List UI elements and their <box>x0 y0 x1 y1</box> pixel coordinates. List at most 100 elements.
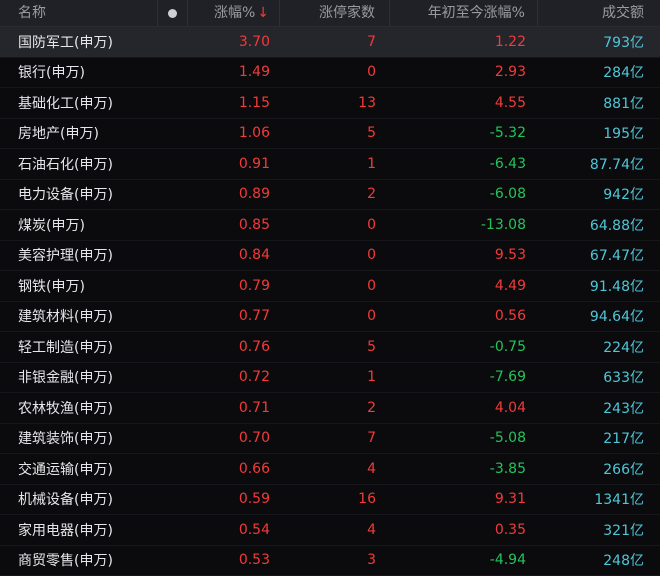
column-header-amount-label: 成交额 <box>602 5 644 21</box>
ytd-change-percent: 9.31 <box>390 491 538 507</box>
sector-name: 建筑装饰(申万) <box>0 428 158 448</box>
sort-descending-icon: ↓ <box>257 5 269 21</box>
limit-up-count: 1 <box>280 156 390 172</box>
turnover-amount: 633亿 <box>538 367 660 387</box>
turnover-amount: 64.88亿 <box>538 215 660 235</box>
ytd-change-percent: -5.32 <box>390 125 538 141</box>
table-header: 名称 涨幅%↓ 涨停家数 年初至今涨幅% 成交额 <box>0 0 660 27</box>
circle-dot-icon <box>168 9 177 18</box>
sector-name: 家用电器(申万) <box>0 520 158 540</box>
limit-up-count: 7 <box>280 34 390 50</box>
sector-name: 石油石化(申万) <box>0 154 158 174</box>
ytd-change-percent: 0.56 <box>390 308 538 324</box>
turnover-amount: 942亿 <box>538 184 660 204</box>
limit-up-count: 5 <box>280 339 390 355</box>
limit-up-count: 4 <box>280 461 390 477</box>
limit-up-count: 0 <box>280 247 390 263</box>
column-header-amount[interactable]: 成交额 <box>538 0 660 26</box>
sector-name: 煤炭(申万) <box>0 215 158 235</box>
limit-up-count: 5 <box>280 125 390 141</box>
ytd-change-percent: -4.94 <box>390 552 538 568</box>
turnover-amount: 217亿 <box>538 428 660 448</box>
change-percent: 0.84 <box>188 247 280 263</box>
limit-up-count: 2 <box>280 186 390 202</box>
ytd-change-percent: -6.43 <box>390 156 538 172</box>
sector-name: 房地产(申万) <box>0 123 158 143</box>
sector-name: 基础化工(申万) <box>0 93 158 113</box>
turnover-amount: 248亿 <box>538 550 660 570</box>
limit-up-count: 0 <box>280 308 390 324</box>
limit-up-count: 1 <box>280 369 390 385</box>
turnover-amount: 224亿 <box>538 337 660 357</box>
change-percent: 0.91 <box>188 156 280 172</box>
ytd-change-percent: 4.49 <box>390 278 538 294</box>
ytd-change-percent: -0.75 <box>390 339 538 355</box>
column-header-limit-up[interactable]: 涨停家数 <box>280 0 390 26</box>
column-header-name-label: 名称 <box>18 5 46 21</box>
limit-up-count: 3 <box>280 552 390 568</box>
column-header-name[interactable]: 名称 <box>0 0 158 26</box>
turnover-amount: 243亿 <box>538 398 660 418</box>
ytd-change-percent: -5.08 <box>390 430 538 446</box>
column-header-change[interactable]: 涨幅%↓ <box>188 0 280 26</box>
turnover-amount: 195亿 <box>538 123 660 143</box>
sector-name: 电力设备(申万) <box>0 184 158 204</box>
sector-name: 银行(申万) <box>0 62 158 82</box>
turnover-amount: 321亿 <box>538 520 660 540</box>
limit-up-count: 0 <box>280 278 390 294</box>
change-percent: 0.77 <box>188 308 280 324</box>
ytd-change-percent: 9.53 <box>390 247 538 263</box>
turnover-amount: 67.47亿 <box>538 245 660 265</box>
turnover-amount: 1341亿 <box>538 489 660 509</box>
column-header-ytd[interactable]: 年初至今涨幅% <box>390 0 538 26</box>
sector-name: 国防军工(申万) <box>0 32 158 52</box>
ytd-change-percent: 1.22 <box>390 34 538 50</box>
change-percent: 0.53 <box>188 552 280 568</box>
ytd-change-percent: -6.08 <box>390 186 538 202</box>
sector-name: 农林牧渔(申万) <box>0 398 158 418</box>
limit-up-count: 16 <box>280 491 390 507</box>
column-header-dot[interactable] <box>158 0 188 26</box>
turnover-amount: 881亿 <box>538 93 660 113</box>
turnover-amount: 87.74亿 <box>538 154 660 174</box>
ytd-change-percent: -3.85 <box>390 461 538 477</box>
change-percent: 0.59 <box>188 491 280 507</box>
ytd-change-percent: 0.35 <box>390 522 538 538</box>
sector-name: 交通运输(申万) <box>0 459 158 479</box>
ytd-change-percent: -7.69 <box>390 369 538 385</box>
turnover-amount: 284亿 <box>538 62 660 82</box>
ytd-change-percent: -13.08 <box>390 217 538 233</box>
turnover-amount: 94.64亿 <box>538 306 660 326</box>
change-percent: 0.72 <box>188 369 280 385</box>
column-header-limit-up-label: 涨停家数 <box>319 5 375 21</box>
turnover-amount: 91.48亿 <box>538 276 660 296</box>
change-percent: 1.06 <box>188 125 280 141</box>
limit-up-count: 0 <box>280 64 390 80</box>
change-percent: 0.71 <box>188 400 280 416</box>
change-percent: 0.85 <box>188 217 280 233</box>
limit-up-count: 2 <box>280 400 390 416</box>
change-percent: 0.54 <box>188 522 280 538</box>
change-percent: 0.76 <box>188 339 280 355</box>
sector-name: 美容护理(申万) <box>0 245 158 265</box>
